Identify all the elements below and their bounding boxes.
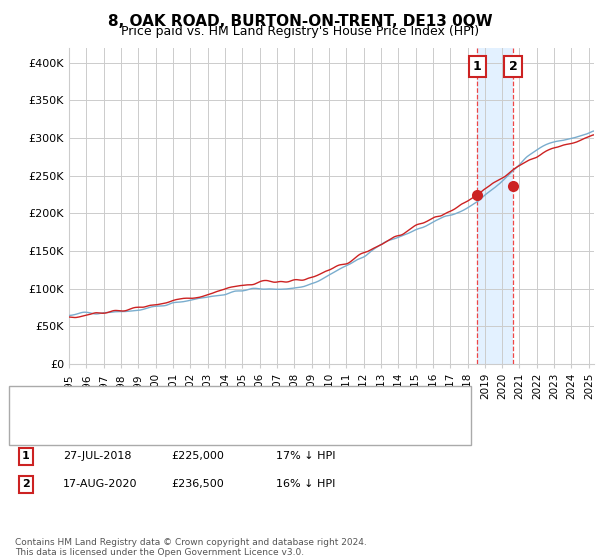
Text: 1: 1 [22, 451, 29, 461]
Text: Contains HM Land Registry data © Crown copyright and database right 2024.
This d: Contains HM Land Registry data © Crown c… [15, 538, 367, 557]
Text: 8, OAK ROAD, BURTON-ON-TRENT, DE13 0QW: 8, OAK ROAD, BURTON-ON-TRENT, DE13 0QW [107, 14, 493, 29]
Text: 8, OAK ROAD, BURTON-ON-TRENT, DE13 0QW (detached house): 8, OAK ROAD, BURTON-ON-TRENT, DE13 0QW (… [60, 400, 393, 410]
Text: £236,500: £236,500 [171, 479, 224, 489]
Text: 2: 2 [509, 60, 517, 73]
Text: 1: 1 [473, 60, 482, 73]
Text: 17-AUG-2020: 17-AUG-2020 [63, 479, 137, 489]
Text: £225,000: £225,000 [171, 451, 224, 461]
Text: 2: 2 [22, 479, 29, 489]
Text: HPI: Average price, detached house, East Staffordshire: HPI: Average price, detached house, East… [60, 421, 346, 431]
Bar [478, 48, 513, 364]
Text: Price paid vs. HM Land Registry's House Price Index (HPI): Price paid vs. HM Land Registry's House … [121, 25, 479, 38]
Text: 16% ↓ HPI: 16% ↓ HPI [276, 479, 335, 489]
Text: 17% ↓ HPI: 17% ↓ HPI [276, 451, 335, 461]
Text: 27-JUL-2018: 27-JUL-2018 [63, 451, 131, 461]
